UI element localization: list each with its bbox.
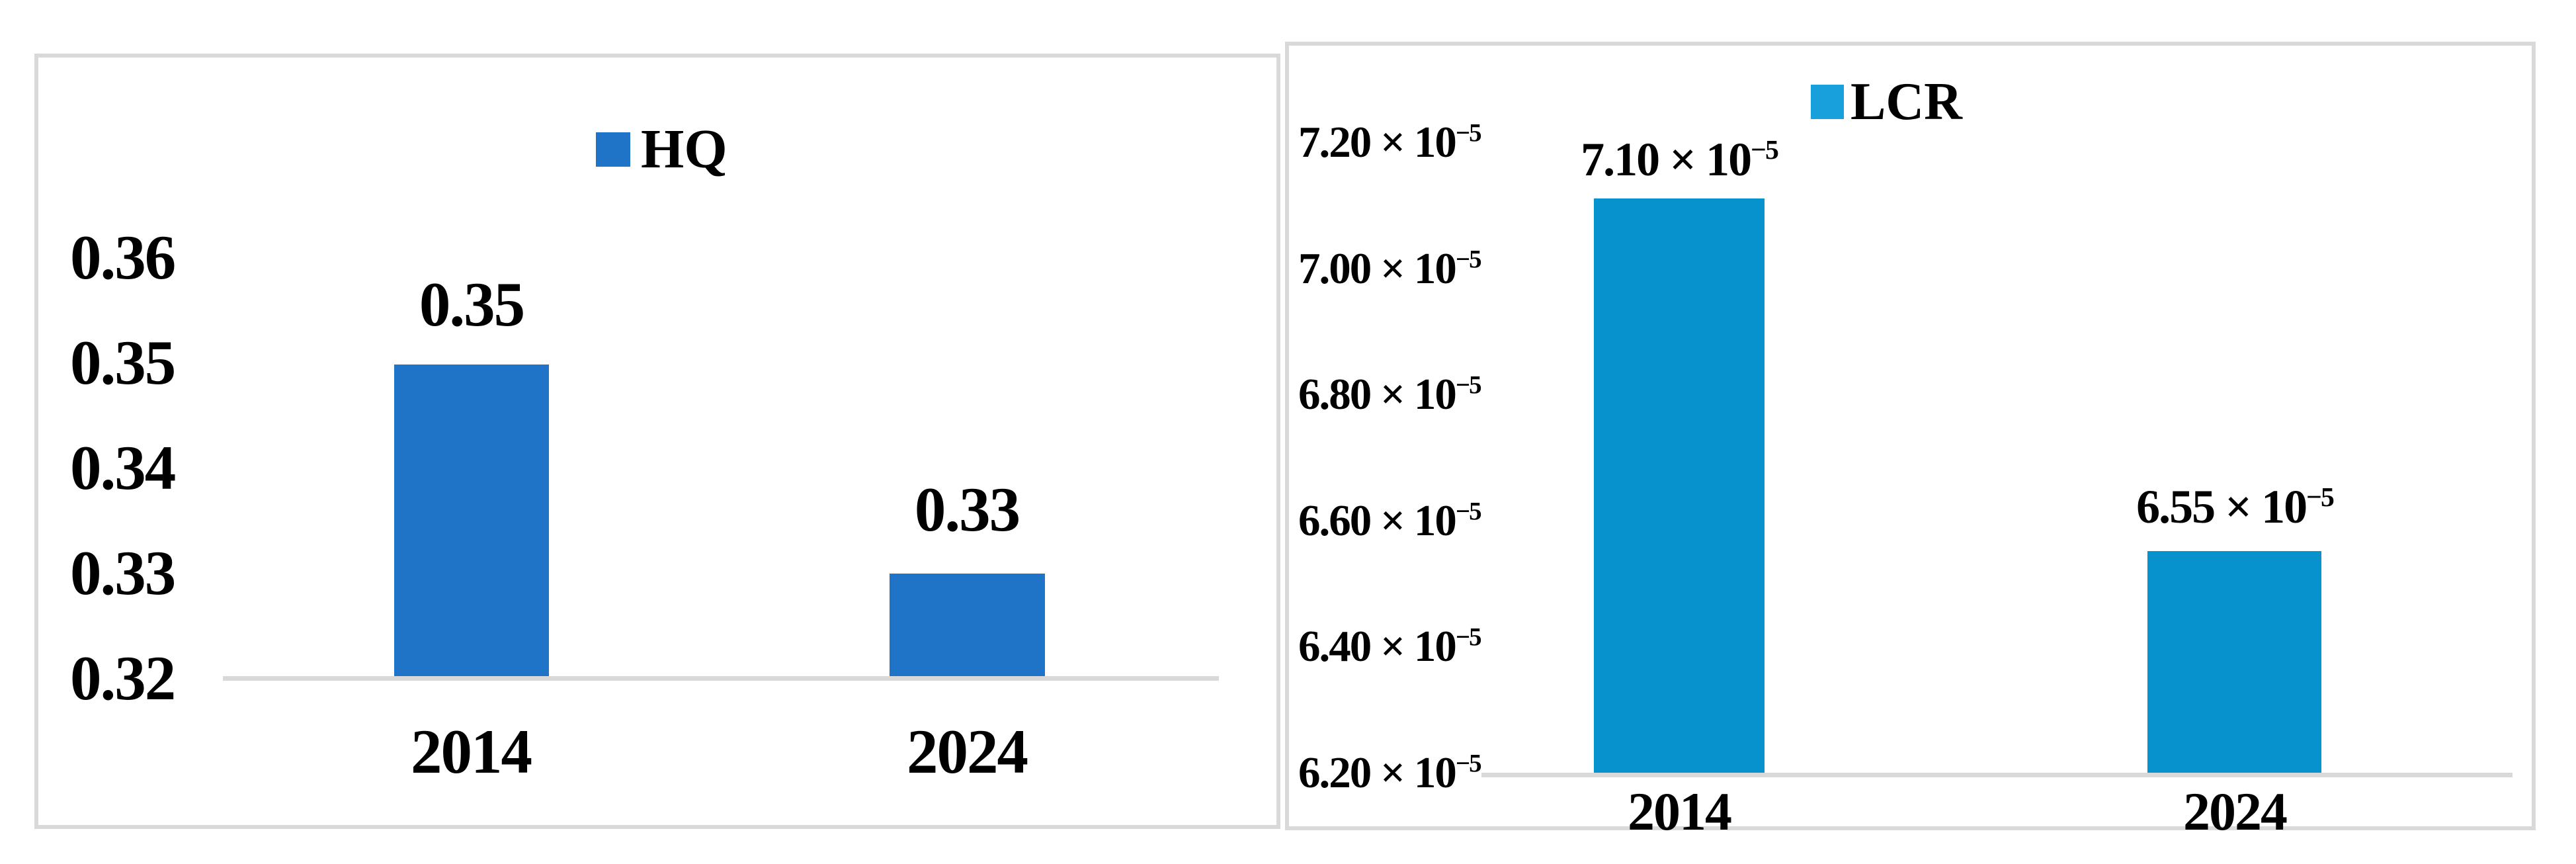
lcr-bar-2024 <box>2147 551 2321 773</box>
tick-base: 6.20 × 10 <box>1298 748 1457 797</box>
lcr-chart-panel: LCR 7.20 × 10−5 7.00 × 10−5 6.80 × 10−5 … <box>1285 42 2536 840</box>
tick-base: 6.40 × 10 <box>1298 622 1457 671</box>
lcr-x-axis-line <box>1481 773 2513 777</box>
tick-exponent: −5 <box>1455 749 1482 778</box>
hq-legend-label: HQ <box>641 118 727 180</box>
tick-exponent: −5 <box>1455 623 1482 652</box>
hq-legend: HQ <box>596 120 727 179</box>
tick-base: 7.20 × 10 <box>1298 118 1457 167</box>
hq-data-label-2024: 0.33 <box>914 474 1020 544</box>
lcr-y-tick-label: 7.20 × 10−5 <box>1298 119 1481 165</box>
lcr-y-tick-label: 7.00 × 10−5 <box>1298 245 1481 292</box>
tick-base: 6.60 × 10 <box>1298 496 1457 545</box>
tick-exponent: −5 <box>1455 497 1482 526</box>
hq-y-tick-label: 0.33 <box>70 538 176 608</box>
hq-y-tick-label: 0.32 <box>70 643 176 713</box>
lcr-y-tick-label: 6.40 × 10−5 <box>1298 623 1481 670</box>
lcr-legend: LCR <box>1811 73 1962 130</box>
lcr-y-tick-label: 6.80 × 10−5 <box>1298 371 1481 417</box>
tick-exponent: −5 <box>1455 118 1482 148</box>
data-label-exponent: −5 <box>1751 135 1779 165</box>
hq-x-axis-line <box>223 676 1219 681</box>
lcr-bar-2014 <box>1594 198 1765 773</box>
lcr-legend-swatch-icon <box>1811 85 1844 119</box>
hq-bar-2024 <box>890 574 1045 676</box>
tick-base: 7.00 × 10 <box>1298 244 1457 293</box>
hq-data-label-2014: 0.35 <box>419 269 525 339</box>
hq-chart-panel: HQ 0.36 0.35 0.34 0.33 0.32 0.35 0.33 20… <box>34 54 1280 829</box>
tick-base: 6.80 × 10 <box>1298 370 1457 419</box>
lcr-x-label-2014: 2014 <box>1628 781 1732 842</box>
data-label-base: 6.55 × 10 <box>2136 480 2307 533</box>
lcr-legend-label: LCR <box>1850 73 1962 131</box>
tick-exponent: −5 <box>1455 370 1482 400</box>
tick-exponent: −5 <box>1455 245 1482 274</box>
lcr-y-tick-label: 6.60 × 10−5 <box>1298 497 1481 544</box>
lcr-x-label-2024: 2024 <box>2183 781 2288 842</box>
lcr-data-label-2024: 6.55 × 10−5 <box>2069 482 2400 531</box>
lcr-data-label-2014: 7.10 × 10−5 <box>1514 135 1845 184</box>
hq-legend-swatch-icon <box>596 132 630 167</box>
hq-x-label-2014: 2014 <box>411 716 532 787</box>
hq-y-tick-label: 0.36 <box>70 222 176 292</box>
hq-bar-2014 <box>394 365 549 676</box>
hq-y-tick-label: 0.35 <box>70 327 176 398</box>
lcr-y-tick-label: 6.20 × 10−5 <box>1298 750 1481 796</box>
hq-x-label-2024: 2024 <box>907 716 1028 787</box>
data-label-exponent: −5 <box>2306 482 2335 513</box>
hq-y-tick-label: 0.34 <box>70 433 176 503</box>
data-label-base: 7.10 × 10 <box>1581 133 1752 186</box>
